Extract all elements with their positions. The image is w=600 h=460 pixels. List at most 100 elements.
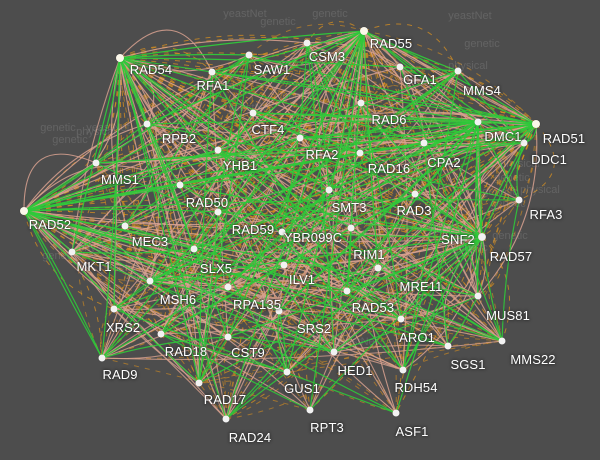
graph-node-mre11[interactable] <box>374 264 382 272</box>
graph-node-rdh54[interactable] <box>399 366 407 374</box>
network-edge-coexpression <box>346 227 352 292</box>
graph-node-gus1[interactable] <box>283 368 291 376</box>
graph-node-rim1[interactable] <box>347 224 355 232</box>
graph-node-rad50[interactable] <box>176 181 184 189</box>
network-edge-genetic <box>399 66 484 238</box>
network-edge-coexpression <box>149 280 397 414</box>
network-edge-genetic <box>71 251 288 373</box>
network-edge-coexpression <box>113 248 195 310</box>
network-edge-coexpression <box>119 57 330 191</box>
network-edge-physical <box>197 286 229 384</box>
network-edge-coexpression <box>211 71 537 125</box>
graph-node-csm3[interactable] <box>303 39 311 47</box>
network-edge-coexpression <box>23 210 73 253</box>
graph-node-label: SAW1 <box>253 62 291 77</box>
graph-node-asf1[interactable] <box>392 409 400 417</box>
network-edge-coexpression <box>217 211 335 353</box>
network-edge-physical <box>113 308 404 371</box>
network-edge-genetic <box>299 30 365 139</box>
graph-node-mms22[interactable] <box>498 337 506 345</box>
graph-node-rad16[interactable] <box>356 149 364 157</box>
graph-node-slx5[interactable] <box>190 245 198 253</box>
graph-node-smt3[interactable] <box>325 186 333 194</box>
network-edge-coexpression <box>146 120 537 125</box>
graph-node-rad18[interactable] <box>157 330 165 338</box>
graph-node-rad3[interactable] <box>411 190 419 198</box>
network-edge-coexpression <box>23 149 219 212</box>
graph-node-label: MSH6 <box>159 292 197 307</box>
graph-node-gfa1[interactable] <box>396 63 404 71</box>
graph-node-rad52[interactable] <box>20 207 28 215</box>
graph-node-rad9[interactable] <box>98 354 106 362</box>
graph-node-rpb2[interactable] <box>143 120 151 128</box>
graph-node-label: SLX5 <box>199 261 233 276</box>
graph-node-mms4[interactable] <box>454 67 462 75</box>
graph-node-rad24[interactable] <box>222 415 230 423</box>
graph-node-rad17[interactable] <box>195 379 203 387</box>
graph-node-rad51[interactable] <box>532 120 540 128</box>
network-edge-coexpression <box>179 184 402 320</box>
network-edge-coexpression <box>101 30 365 359</box>
network-edge-genetic <box>113 123 537 310</box>
graph-node-rpa135[interactable] <box>224 283 232 291</box>
graph-node-rad59[interactable] <box>214 208 222 216</box>
network-edge-physical <box>248 54 525 144</box>
graph-node-rfa3[interactable] <box>515 196 523 204</box>
graph-node-label: RAD9 <box>102 367 138 382</box>
graph-node-rad55[interactable] <box>360 27 368 35</box>
graph-node-rfa2[interactable] <box>296 134 304 142</box>
network-edge-genetic <box>346 290 405 371</box>
graph-node-label: RAD57 <box>489 249 533 264</box>
graph-node-rad53[interactable] <box>343 287 351 295</box>
network-edge-genetic <box>119 57 173 335</box>
graph-node-dmc1[interactable] <box>474 118 482 126</box>
graph-node-msh6[interactable] <box>146 277 154 285</box>
graph-node-rad6[interactable] <box>357 99 365 107</box>
graph-node-ctf4[interactable] <box>249 109 257 117</box>
graph-node-sgs1[interactable] <box>444 342 452 350</box>
network-edge-genetic <box>146 123 449 347</box>
network-edge-genetic <box>99 308 115 359</box>
network-edge-coexpression <box>217 149 503 342</box>
graph-node-hed1[interactable] <box>330 348 338 356</box>
network-edge-physical <box>23 66 401 212</box>
graph-node-rad57[interactable] <box>478 233 486 241</box>
network-edge-coexpression <box>124 225 503 342</box>
network-edge-coexpression <box>124 54 250 227</box>
network-edge-coexpression <box>23 152 361 212</box>
graph-node-aro1[interactable] <box>397 315 405 323</box>
network-edge-coexpression <box>160 333 288 373</box>
network-edge-genetic <box>211 71 352 229</box>
graph-node-rfa1[interactable] <box>208 68 216 76</box>
graph-node-mkt1[interactable] <box>68 248 76 256</box>
graph-node-ybr099c[interactable] <box>278 228 286 236</box>
network-edge-coexpression <box>227 70 459 288</box>
graph-node-rpt3[interactable] <box>306 406 314 414</box>
network-edge-genetic <box>179 30 365 186</box>
graph-node-yhb1[interactable] <box>214 146 222 154</box>
network-edge-coexpression <box>363 30 479 123</box>
graph-node-mms1[interactable] <box>92 159 100 167</box>
graph-node-saw1[interactable] <box>245 51 253 59</box>
graph-node-srs2[interactable] <box>275 307 283 315</box>
network-edge-coexpression <box>299 121 479 139</box>
graph-node-ilv1[interactable] <box>280 261 288 269</box>
network-edge-physical <box>146 123 525 145</box>
network-edge-physical <box>101 71 213 359</box>
graph-node-mec3[interactable] <box>121 222 129 230</box>
graph-node-label: RFA2 <box>305 147 339 162</box>
graph-node-label: RAD50 <box>185 195 229 210</box>
graph-node-label: RAD18 <box>164 344 208 359</box>
graph-node-rad54[interactable] <box>116 54 124 62</box>
graph-node-xrs2[interactable] <box>110 305 118 313</box>
network-edge-coexpression <box>160 193 416 335</box>
graph-node-cst9[interactable] <box>224 333 232 341</box>
graph-node-ddc1[interactable] <box>520 139 528 147</box>
network-edge-coexpression <box>71 248 195 254</box>
graph-node-cpa2[interactable] <box>420 139 428 147</box>
graph-node-label: SNF2 <box>441 232 475 247</box>
network-edge-genetic <box>480 123 537 238</box>
graph-node-mus81[interactable] <box>474 292 482 300</box>
network-edge-genetic <box>101 123 537 359</box>
